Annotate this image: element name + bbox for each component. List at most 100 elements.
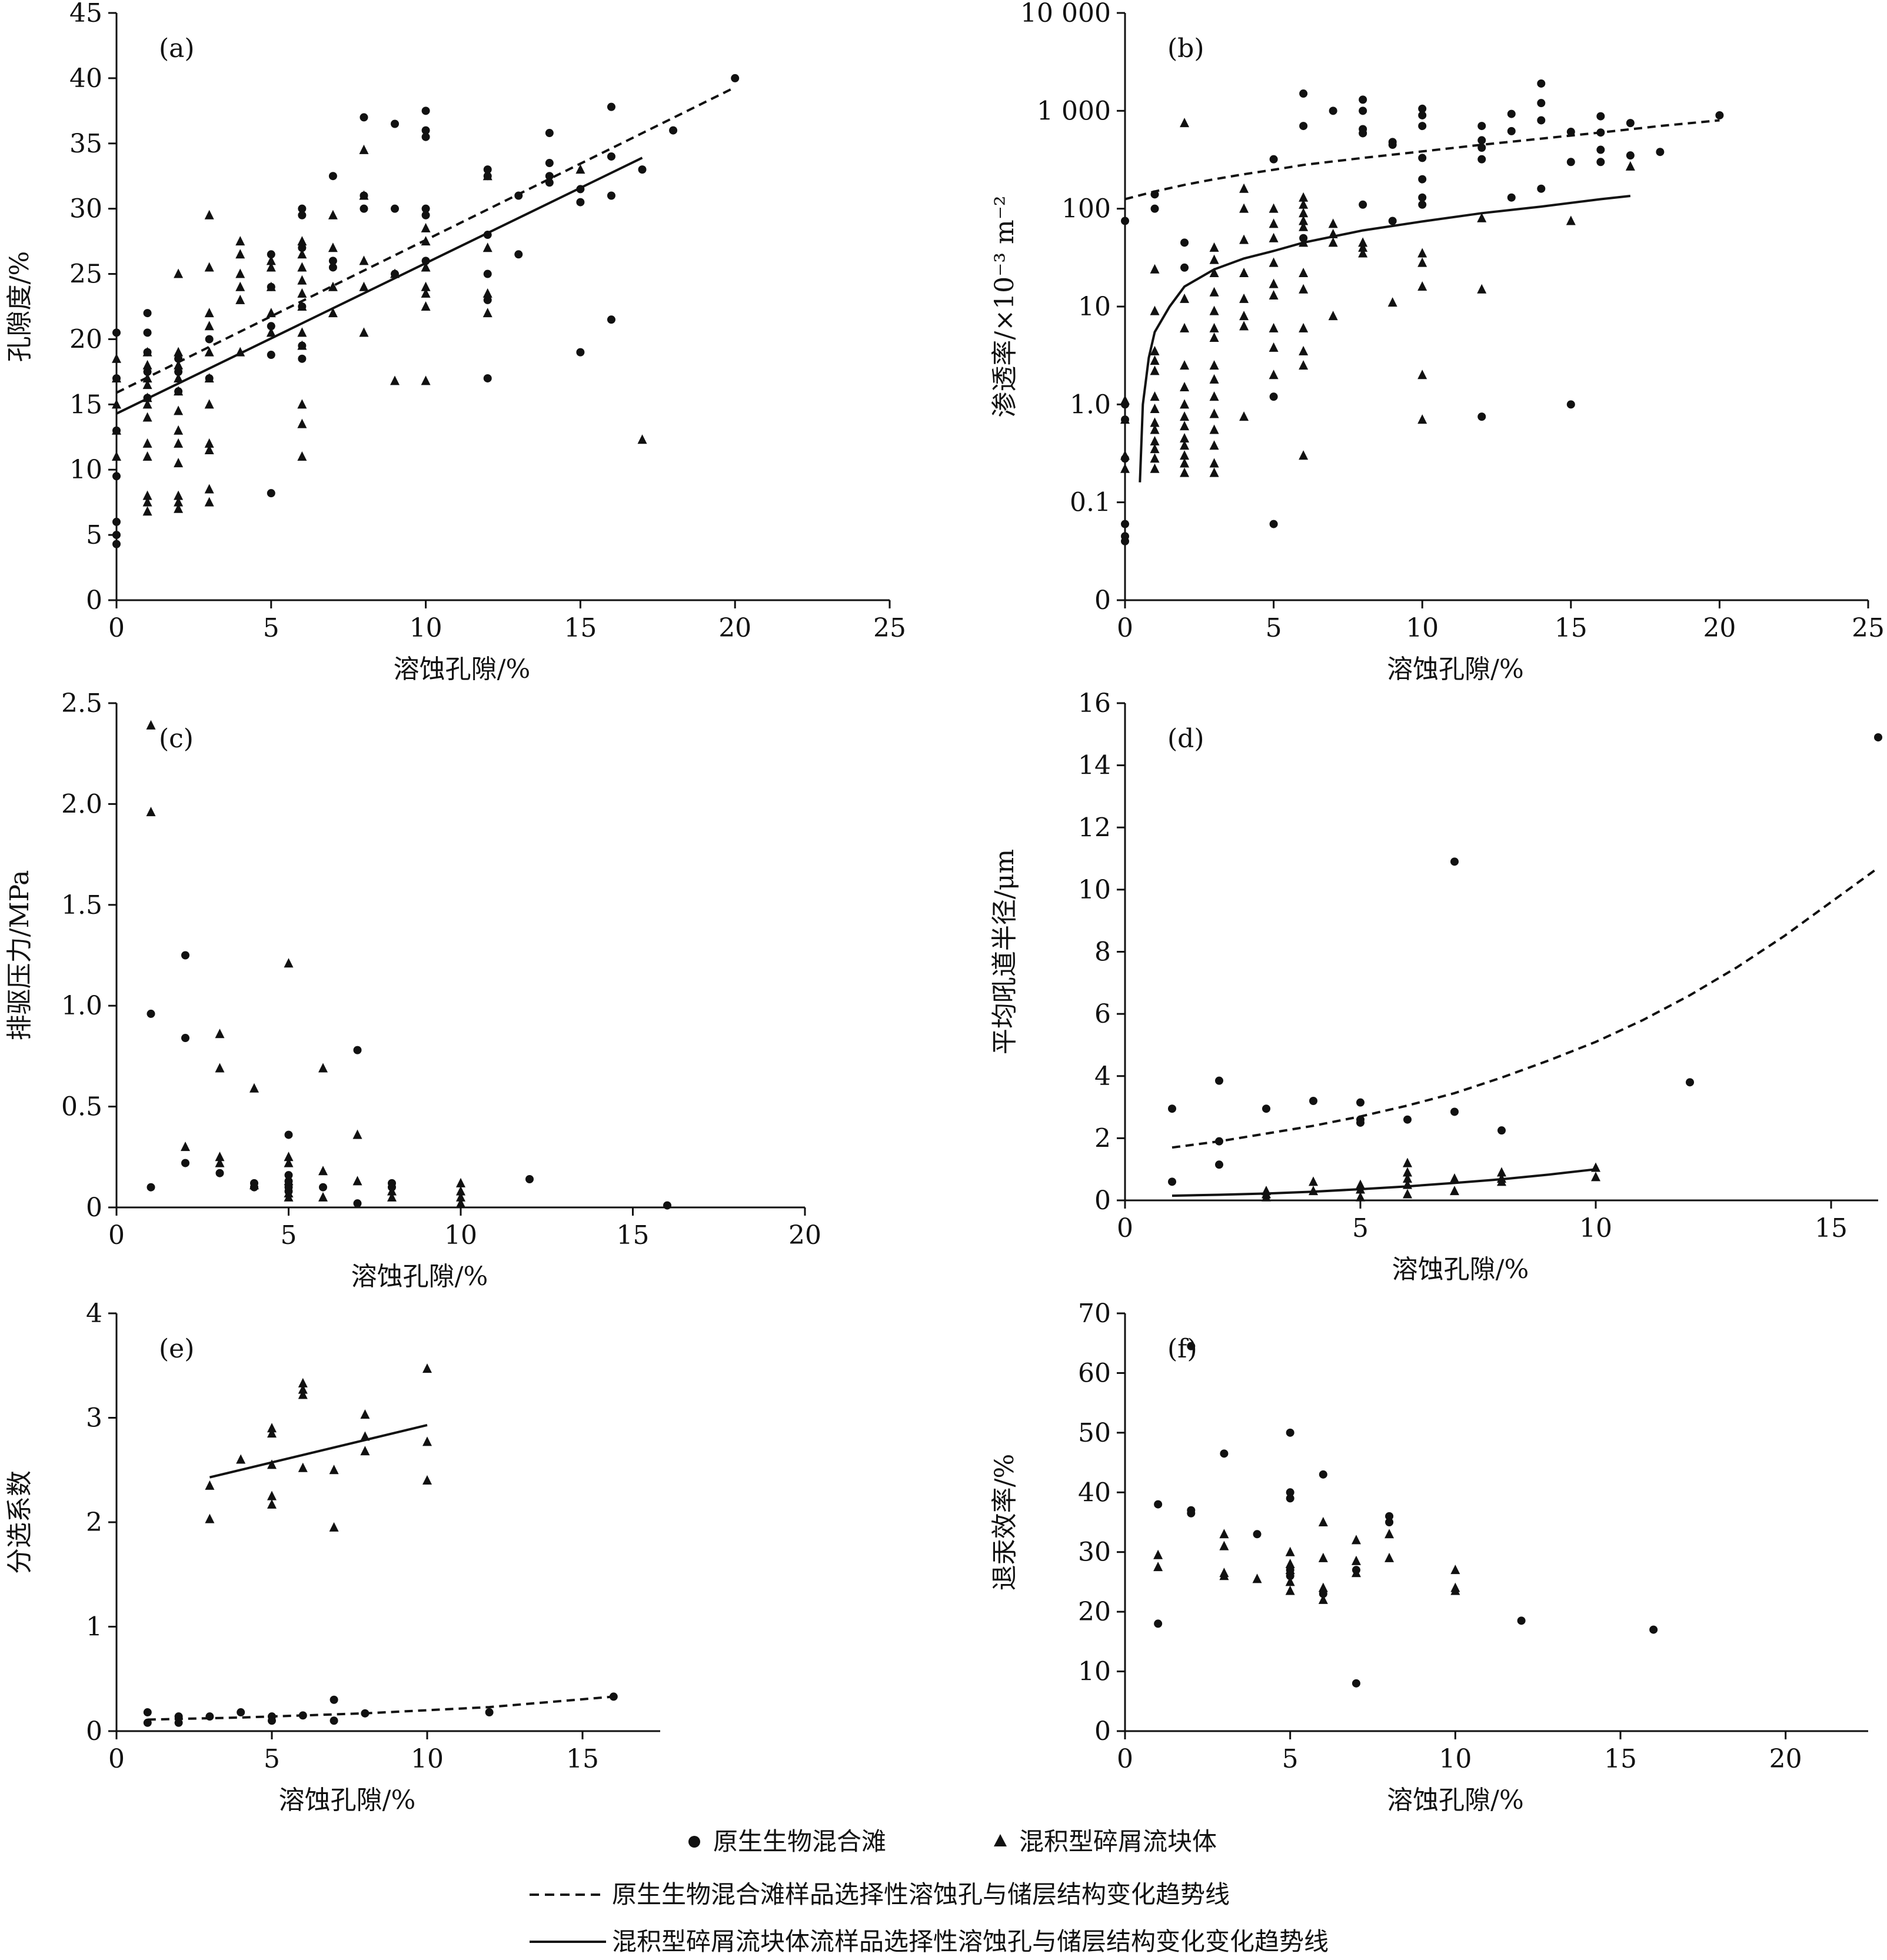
data-point-triangle (204, 347, 214, 357)
data-point-circle (1309, 1097, 1317, 1105)
x-tick-label: 10 (444, 1220, 477, 1250)
data-point-triangle (1180, 467, 1190, 477)
data-point-triangle (1385, 1529, 1395, 1539)
data-point-circle (143, 309, 152, 318)
data-point-triangle (1239, 203, 1249, 213)
data-point-circle (298, 204, 307, 213)
y-tick-label: 1.5 (61, 890, 102, 920)
data-point-triangle (1150, 403, 1160, 413)
y-tick-label: 60 (1078, 1358, 1111, 1388)
data-point-triangle (1328, 218, 1338, 228)
data-point-triangle (1450, 1565, 1460, 1575)
x-tick-label: 10 (1439, 1744, 1472, 1774)
data-point-circle (1121, 537, 1129, 545)
data-point-triangle (1150, 417, 1160, 427)
data-point-triangle (204, 497, 214, 507)
data-point-triangle (174, 490, 184, 500)
data-point-triangle (235, 347, 245, 357)
data-point-circle (1286, 1428, 1294, 1437)
data-point-triangle (1269, 370, 1279, 380)
data-point-triangle (112, 451, 121, 461)
data-point-triangle (1385, 1552, 1395, 1562)
data-point-circle (1715, 111, 1724, 119)
data-point-triangle (1299, 345, 1309, 355)
data-point-triangle (1328, 228, 1338, 238)
x-tick-label: 20 (1769, 1744, 1802, 1774)
data-point-triangle (1209, 424, 1219, 434)
data-point-circle (284, 1171, 293, 1180)
data-point-triangle (1180, 411, 1190, 421)
data-point-triangle (142, 347, 152, 357)
x-tick-label: 10 (410, 613, 442, 643)
x-tick-label: 20 (1703, 613, 1736, 643)
data-point-circle (1154, 1619, 1163, 1628)
data-point-circle (1168, 1177, 1176, 1186)
data-point-circle (731, 74, 740, 82)
data-point-triangle (359, 327, 369, 337)
data-point-circle (1477, 143, 1486, 152)
data-point-triangle (1209, 467, 1219, 477)
data-point-triangle (174, 497, 184, 507)
y-tick-label: 1.0 (61, 991, 102, 1021)
data-point-circle (1356, 1118, 1365, 1127)
data-point-circle (483, 269, 492, 278)
data-point-triangle (1318, 1552, 1328, 1562)
data-point-circle (1180, 263, 1189, 272)
data-point-triangle (1180, 360, 1190, 370)
data-point-triangle (1180, 322, 1190, 332)
data-point-triangle (1477, 212, 1487, 222)
data-point-triangle (174, 438, 184, 448)
data-point-triangle (266, 281, 276, 291)
data-point-circle (1418, 111, 1427, 119)
data-point-triangle (146, 720, 156, 730)
data-point-triangle (1497, 1167, 1506, 1177)
data-point-triangle (1417, 248, 1427, 258)
data-point-circle (1286, 1488, 1294, 1497)
data-point-triangle (352, 1176, 362, 1186)
data-point-triangle (422, 1363, 432, 1373)
data-point-triangle (1180, 440, 1190, 450)
data-point-circle (545, 172, 554, 181)
data-point-triangle (142, 399, 152, 409)
data-point-triangle (205, 1480, 215, 1490)
data-point-triangle (328, 242, 338, 252)
data-point-triangle (1209, 374, 1219, 384)
y-axis-label: 退汞效率/% (990, 1454, 1020, 1591)
data-point-triangle (456, 1198, 465, 1208)
data-point-circle (1299, 89, 1308, 98)
x-tick-label: 15 (1815, 1213, 1848, 1243)
y-tick-label: 20 (1078, 1597, 1111, 1627)
data-point-triangle (1299, 192, 1309, 202)
x-axis-label: 溶蚀孔隙/% (1387, 654, 1524, 684)
data-point-triangle (205, 1513, 215, 1523)
data-point-triangle (1150, 391, 1160, 401)
data-point-circle (576, 185, 585, 194)
data-point-circle (1388, 141, 1397, 149)
data-point-triangle (1239, 293, 1249, 303)
y-tick-label: 1 (86, 1612, 102, 1642)
data-point-triangle (1239, 311, 1249, 321)
data-point-triangle (204, 209, 214, 219)
x-axis-label: 溶蚀孔隙/% (279, 1785, 416, 1815)
data-point-triangle (1318, 1517, 1328, 1526)
data-point-circle (174, 354, 183, 363)
data-point-circle (1150, 190, 1159, 199)
y-tick-label: 0 (1094, 1716, 1111, 1746)
data-point-circle (147, 1183, 155, 1192)
data-point-triangle (482, 288, 492, 298)
data-point-triangle (1150, 264, 1160, 274)
data-point-triangle (1269, 278, 1279, 288)
data-point-triangle (1299, 268, 1309, 278)
data-point-triangle (360, 1409, 370, 1419)
data-point-circle (1537, 116, 1546, 125)
data-point-circle (147, 1009, 155, 1018)
data-point-triangle (1625, 161, 1635, 171)
data-point-triangle (359, 190, 369, 200)
data-point-triangle (1269, 342, 1279, 352)
data-point-triangle (1417, 281, 1427, 291)
data-point-circle (1507, 109, 1516, 118)
data-point-triangle (1209, 440, 1219, 450)
data-point-circle (1352, 1679, 1360, 1688)
data-point-triangle (387, 1192, 397, 1202)
